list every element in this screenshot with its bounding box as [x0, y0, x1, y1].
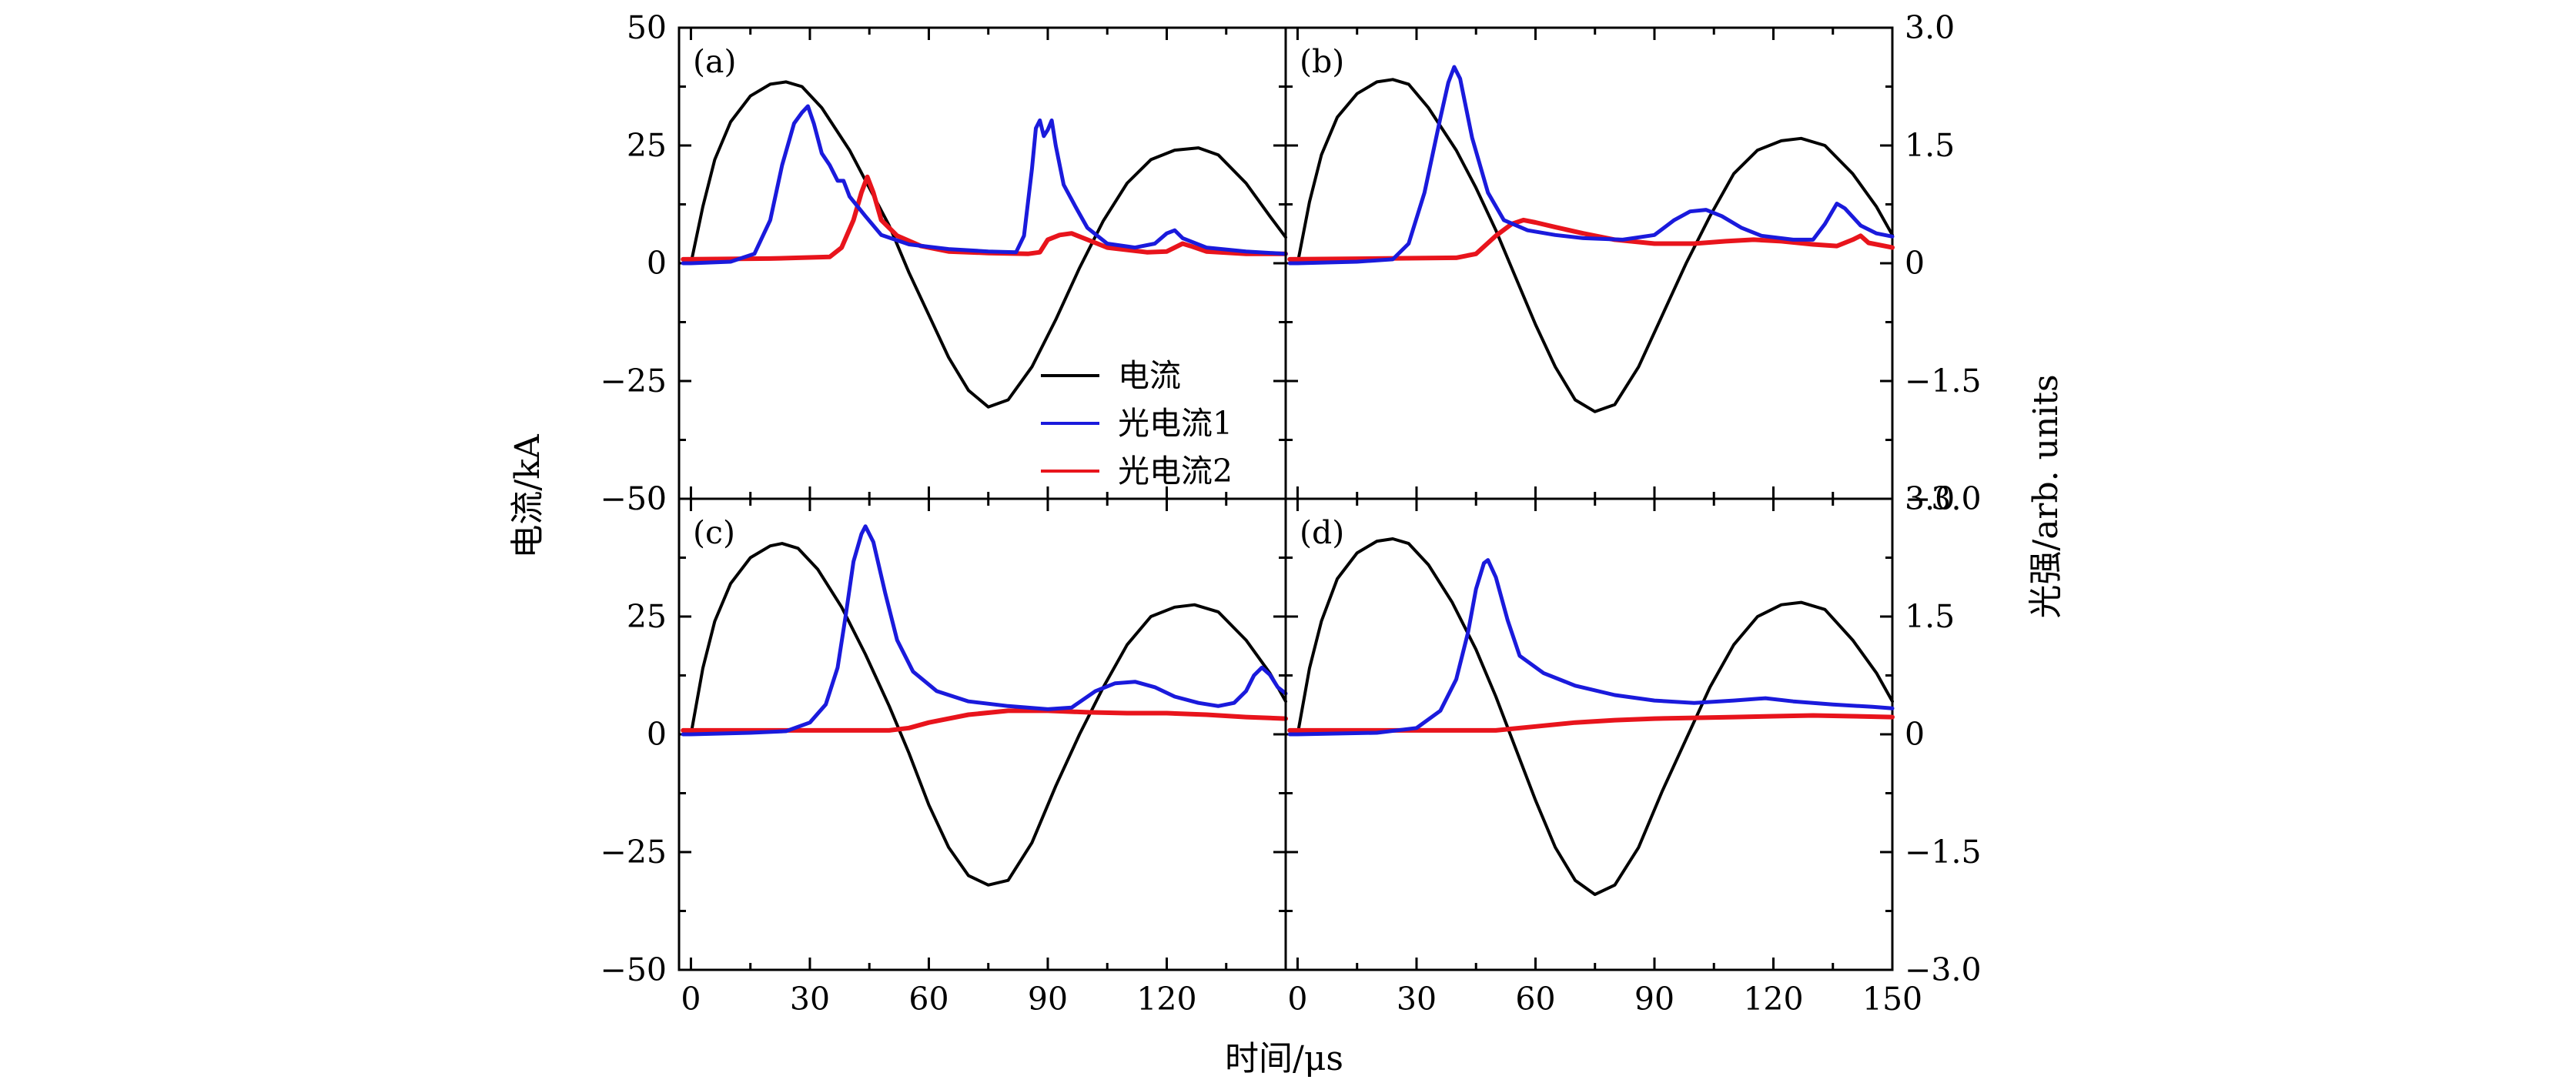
- legend-label-photo1: 光电流1: [1118, 405, 1233, 442]
- axis-labels-group: 电流/kA 光强/arb. units 时间/μs: [508, 374, 2066, 1078]
- y-right-tick-label: 0: [1905, 716, 1925, 753]
- legend-label-current: 电流: [1118, 357, 1181, 394]
- series-photo2-line: [681, 708, 1288, 733]
- y-left-tick-label: 25: [627, 598, 667, 635]
- legend-label-photo2: 光电流2: [1118, 453, 1233, 490]
- panel-label: (d): [1300, 514, 1344, 551]
- y-left-tick-label: −25: [600, 834, 667, 871]
- y-right-tick-label: 1.5: [1905, 127, 1955, 164]
- panel-label: (b): [1300, 43, 1344, 80]
- x-tick-label: 90: [1028, 981, 1068, 1018]
- panel-frame: [1284, 26, 1894, 500]
- y-left-tick-label: −50: [600, 480, 667, 517]
- panel-1: 3.0 1.5 0 −1.5 −3.0 (b): [1284, 9, 1982, 517]
- y-left-tick-label: −25: [600, 363, 667, 399]
- panel-frame: [677, 497, 1287, 971]
- x-tick-label: 30: [790, 981, 830, 1018]
- x-tick-label: 150: [1862, 981, 1922, 1018]
- x-tick-label: 90: [1634, 981, 1674, 1018]
- series-photo2-line: [1287, 713, 1895, 733]
- y-right-tick-label: −3.0: [1905, 480, 1982, 517]
- y-right-tick-label: −1.5: [1905, 363, 1982, 399]
- y-right-tick-label: −3.0: [1905, 951, 1982, 988]
- y-left-tick-label: 50: [627, 480, 667, 517]
- y-left-axis-title: 电流/kA: [508, 433, 547, 558]
- series-current-line: [689, 80, 1287, 409]
- panel-label: (c): [693, 514, 735, 551]
- series-photo1-line: [681, 104, 1288, 266]
- y-left-tick-label: 0: [647, 245, 667, 282]
- y-left-tick-label: 25: [627, 127, 667, 164]
- y-right-tick-label: 1.5: [1905, 598, 1955, 635]
- y-left-tick-label: 0: [647, 716, 667, 753]
- y-right-tick-label: 3.0: [1905, 480, 1955, 517]
- series-current-line: [1296, 78, 1894, 413]
- panels-group: 50 25 0 −25 −50 (a) 3.0 1.5 0 −1.5 −3.0 (b) 0 30 60 90 1…: [600, 9, 1981, 1018]
- panel-label: (a): [693, 43, 736, 80]
- series-photo1-line: [1287, 65, 1895, 266]
- x-axis-title: 时间/μs: [1225, 1039, 1343, 1078]
- x-tick-label: 30: [1397, 981, 1437, 1018]
- panel-0: 50 25 0 −25 −50 (a): [600, 9, 1288, 517]
- y-right-axis-title: 光强/arb. units: [2026, 374, 2066, 618]
- panel-2: 0 30 60 90 120 50 25 0 −25 −50 (c): [600, 480, 1288, 1018]
- y-right-tick-label: 0: [1905, 245, 1925, 282]
- series-current-line: [689, 542, 1287, 887]
- x-tick-label: 60: [908, 981, 948, 1018]
- series-current-line: [1296, 537, 1894, 897]
- x-tick-label: 60: [1515, 981, 1555, 1018]
- x-tick-label: 0: [681, 981, 701, 1018]
- series-photo1-line: [681, 524, 1288, 737]
- x-tick-label: 120: [1136, 981, 1196, 1018]
- x-tick-label: 120: [1743, 981, 1803, 1018]
- legend: 电流 光电流1 光电流2: [1041, 357, 1233, 490]
- panel-3: 0 30 60 90 120 150 3.0 1.5 0 −1.5 −3.0 (d): [1284, 480, 1982, 1018]
- y-left-tick-label: −50: [600, 951, 667, 988]
- series-photo2-line: [681, 174, 1288, 262]
- y-right-tick-label: −1.5: [1905, 834, 1982, 871]
- series-photo1-line: [1287, 558, 1895, 737]
- series-photo2-line: [1287, 217, 1895, 262]
- y-left-tick-label: 50: [627, 9, 667, 46]
- y-right-tick-label: 3.0: [1905, 9, 1955, 46]
- x-tick-label: 0: [1287, 981, 1307, 1018]
